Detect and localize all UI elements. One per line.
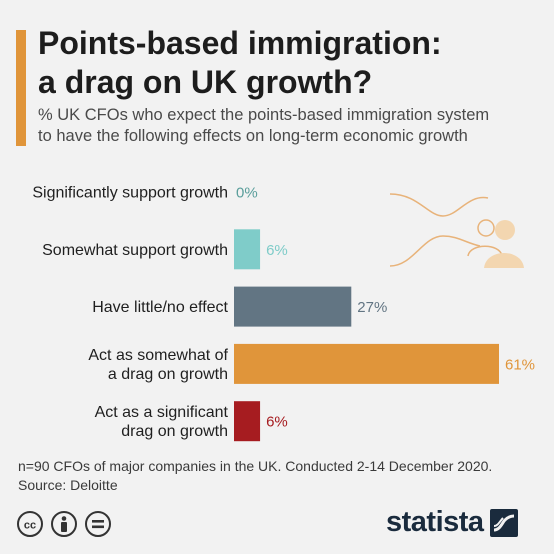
category-label-1: Somewhat support growth xyxy=(42,242,228,259)
brand-name: statista xyxy=(386,506,484,538)
bar-4 xyxy=(234,401,261,442)
value-label-3: 61% xyxy=(505,356,535,373)
people-illustration-icon xyxy=(389,193,524,268)
value-label-0: 0% xyxy=(236,185,258,202)
chart-title: Points-based immigration: a drag on UK g… xyxy=(38,24,538,102)
value-label-2: 27% xyxy=(357,299,387,316)
category-label-3: Act as somewhat of a drag on growth xyxy=(88,347,228,383)
title-accent-bar xyxy=(16,30,26,146)
statista-mark-icon xyxy=(489,508,518,537)
statista-logo: statista xyxy=(386,506,518,539)
title-line-2: a drag on UK growth? xyxy=(38,64,373,100)
sample-note: n=90 CFOs of major companies in the UK. … xyxy=(18,458,493,474)
value-label-1: 6% xyxy=(266,242,288,259)
license-icons: cc xyxy=(17,511,111,537)
title-line-1: Points-based immigration: xyxy=(38,25,442,61)
bar-3 xyxy=(234,343,499,384)
bar-chart: Significantly support growth 0% Somewhat s… xyxy=(32,185,535,442)
equals-icon xyxy=(85,511,111,537)
source-note: Source: Deloitte xyxy=(18,477,118,493)
bar-1 xyxy=(234,229,261,270)
footnote: n=90 CFOs of major companies in the UK. … xyxy=(18,457,548,495)
bar-2 xyxy=(234,286,352,327)
cc-icon: cc xyxy=(17,511,43,537)
subtitle-line-2: to have the following effects on long-te… xyxy=(38,127,468,145)
subtitle-line-1: % UK CFOs who expect the points-based im… xyxy=(38,106,490,124)
person-icon xyxy=(51,511,77,537)
category-label-2: Have little/no effect xyxy=(92,299,228,316)
category-label-0: Significantly support growth xyxy=(32,185,228,202)
value-label-4: 6% xyxy=(266,414,288,431)
chart-subtitle: % UK CFOs who expect the points-based im… xyxy=(38,105,538,147)
svg-text:cc: cc xyxy=(24,520,36,532)
category-label-4: Act as a significant drag on growth xyxy=(95,404,229,440)
